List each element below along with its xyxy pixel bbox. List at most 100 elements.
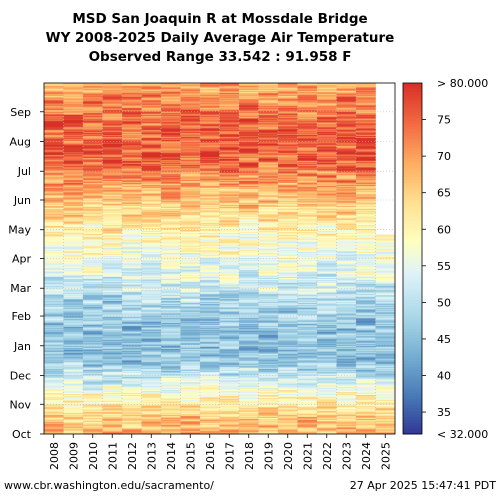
heatmap-cell [122,113,142,115]
heatmap-cell [278,84,298,87]
heatmap-cell [297,273,318,276]
heatmap-cell [258,115,279,117]
heatmap-cell [44,389,64,392]
heatmap-cell [180,353,201,355]
heatmap-cell [122,195,142,197]
heatmap-cell [83,405,103,407]
heatmap-cell [122,216,142,218]
heatmap-cell [63,375,84,377]
heatmap-cell [83,216,103,218]
heatmap-cell [219,251,240,254]
heatmap-cell [122,89,142,91]
heatmap-cell [141,293,162,296]
heatmap-cell [219,261,240,263]
heatmap-cell [44,163,64,165]
heatmap-cell [161,320,181,323]
heatmap-cell [278,340,298,342]
heatmap-cell [278,298,298,301]
heatmap-cell [83,210,103,212]
heatmap-cell [141,102,162,104]
heatmap-cell [63,267,84,269]
heatmap-cell [258,382,279,384]
heatmap-cell [141,209,162,211]
heatmap-cell [63,114,84,116]
heatmap-cell [102,128,123,130]
heatmap-cell [258,396,279,398]
heatmap-cell [258,309,279,311]
heatmap-cell [180,319,201,322]
heatmap-cell [44,201,64,204]
heatmap-cell [258,428,279,430]
heatmap-cell [239,92,259,94]
heatmap-cell [161,162,181,164]
heatmap-cell [180,145,201,147]
heatmap-cell [278,178,298,181]
heatmap-cell [180,232,201,234]
heatmap-cell [161,311,181,313]
heatmap-cell [278,193,298,195]
heatmap-cell [83,232,103,234]
heatmap-cell [102,226,123,229]
heatmap-cell [83,227,103,230]
heatmap-cell [161,306,181,308]
heatmap-cell [219,360,240,362]
heatmap-cell [278,312,298,314]
heatmap-cell [83,281,103,283]
heatmap-cell [83,114,103,116]
heatmap-cell [44,342,64,345]
heatmap-cell [297,330,318,332]
heatmap-cell [180,355,201,357]
heatmap-cell [102,316,123,318]
heatmap-cell [278,296,298,299]
heatmap-cell [297,281,318,283]
heatmap-cell [44,282,64,284]
heatmap-cell [102,90,123,92]
heatmap-cell [200,422,220,424]
heatmap-cell [122,223,142,225]
heatmap-cell [200,350,220,352]
heatmap-cell [180,374,201,376]
heatmap-cell [219,317,240,320]
heatmap-cell [239,109,259,112]
heatmap-cell [63,196,84,198]
heatmap-cell [258,274,279,277]
heatmap-cell [63,328,84,330]
heatmap-cell [102,388,123,391]
heatmap-cell [102,353,123,355]
heatmap-cell [180,108,201,111]
heatmap-cell [44,157,64,160]
heatmap-cell [278,318,298,321]
heatmap-cell [161,271,181,274]
heatmap-cell [239,188,259,190]
heatmap-cell [83,329,103,331]
heatmap-cell [122,151,142,153]
heatmap-cell [278,272,298,275]
heatmap-cell [219,302,240,304]
heatmap-cell [63,190,84,192]
heatmap-cell [239,135,259,138]
heatmap-cell [219,230,240,232]
heatmap-cell [44,362,64,364]
heatmap-cell [102,339,123,341]
heatmap-cell [141,389,162,392]
heatmap-cell [122,149,142,151]
heatmap-cell [44,131,64,134]
heatmap-cell [219,248,240,251]
heatmap-cell [180,429,201,431]
heatmap-cell [63,245,84,247]
heatmap-cell [161,223,181,225]
heatmap-cell [161,189,181,191]
heatmap-cell [83,289,103,291]
heatmap-cell [122,237,142,239]
heatmap-cell [180,190,201,192]
heatmap-cell [180,193,201,195]
heatmap-cell [278,389,298,392]
heatmap-cell [102,169,123,171]
heatmap-cell [161,294,181,297]
heatmap-cell [161,185,181,187]
heatmap-cell [278,168,298,170]
heatmap-cell [44,214,64,216]
heatmap-cell [102,267,123,269]
heatmap-cell [122,204,142,207]
heatmap-cell [44,281,64,283]
